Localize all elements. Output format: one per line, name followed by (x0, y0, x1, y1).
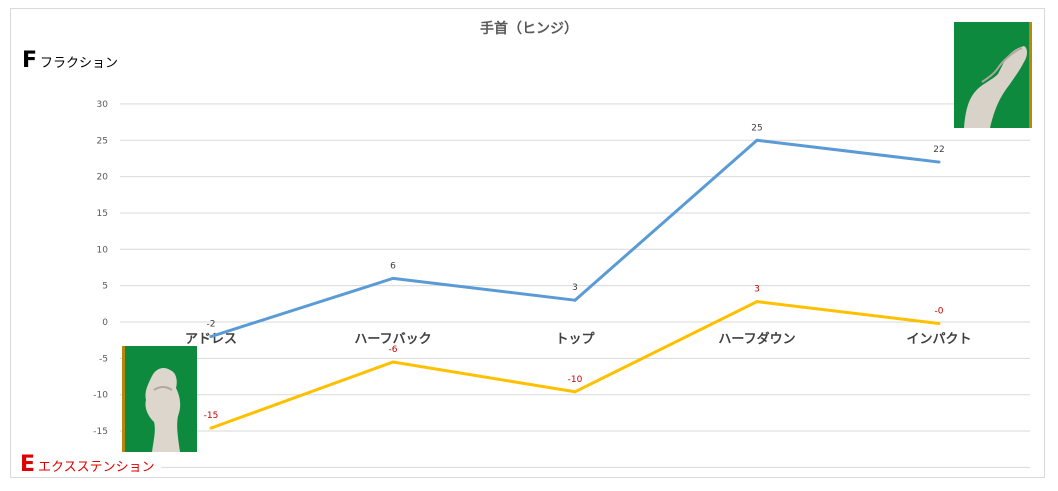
y-tick-label: 5 (102, 282, 108, 292)
data-label: -15 (204, 411, 219, 421)
flexion-text: フラクション (40, 56, 119, 71)
data-labels: -2 6 3 25 22 -15 -6 -10 3 -0 (204, 123, 945, 421)
data-point (391, 276, 395, 280)
series-line-2 (210, 300, 940, 430)
data-point (391, 360, 395, 364)
chart-title: 手首（ヒンジ） (480, 21, 578, 37)
y-tick-label: 20 (97, 173, 109, 183)
extension-label: E エクスステンション (20, 452, 161, 477)
wrist-flexion-photo (954, 22, 1032, 128)
wrist-extension-photo (122, 346, 197, 452)
x-tick-label: インパクト (906, 332, 971, 347)
y-tick-label: 15 (97, 209, 108, 219)
extension-letter: E (20, 452, 36, 477)
x-axis-ticks: アドレス ハーフバック トップ ハーフダウン インパクト (185, 331, 972, 347)
x-tick-label: ハーフダウン (718, 331, 795, 347)
y-tick-label: -5 (99, 354, 108, 364)
data-point (209, 335, 213, 339)
y-tick-label: 25 (97, 136, 108, 146)
data-label: -0 (935, 306, 944, 316)
data-point (937, 321, 941, 325)
x-tick-label: アドレス (185, 332, 237, 347)
x-tick-label: ハーフバック (354, 332, 431, 347)
y-tick-label: -15 (93, 427, 108, 437)
data-label: 25 (751, 123, 762, 133)
data-label: 6 (390, 261, 396, 271)
grid-lines (120, 103, 1030, 468)
series-line-1 (210, 138, 940, 338)
x-tick-label: トップ (555, 332, 595, 347)
y-tick-label: 30 (97, 100, 109, 110)
extension-text: エクスステンション (38, 460, 155, 475)
flexion-label: F フラクション (22, 48, 119, 73)
data-label: -2 (207, 320, 216, 330)
flexion-letter: F (22, 48, 38, 73)
series-lines (209, 138, 941, 430)
data-label: 3 (572, 283, 578, 293)
data-point (573, 298, 577, 302)
data-point (209, 426, 213, 430)
data-point (573, 390, 577, 394)
data-label: -10 (568, 375, 583, 385)
y-tick-label: 0 (102, 318, 108, 328)
data-point (937, 160, 941, 164)
data-label: 3 (754, 285, 760, 295)
y-tick-label: -10 (93, 391, 108, 401)
y-axis-ticks: 30 25 20 15 10 5 0 -5 -10 -15 (93, 100, 108, 437)
data-point (755, 138, 759, 142)
data-point (755, 300, 759, 304)
data-label: 22 (933, 145, 944, 155)
y-tick-label: 10 (97, 245, 109, 255)
data-label: -6 (389, 345, 398, 355)
